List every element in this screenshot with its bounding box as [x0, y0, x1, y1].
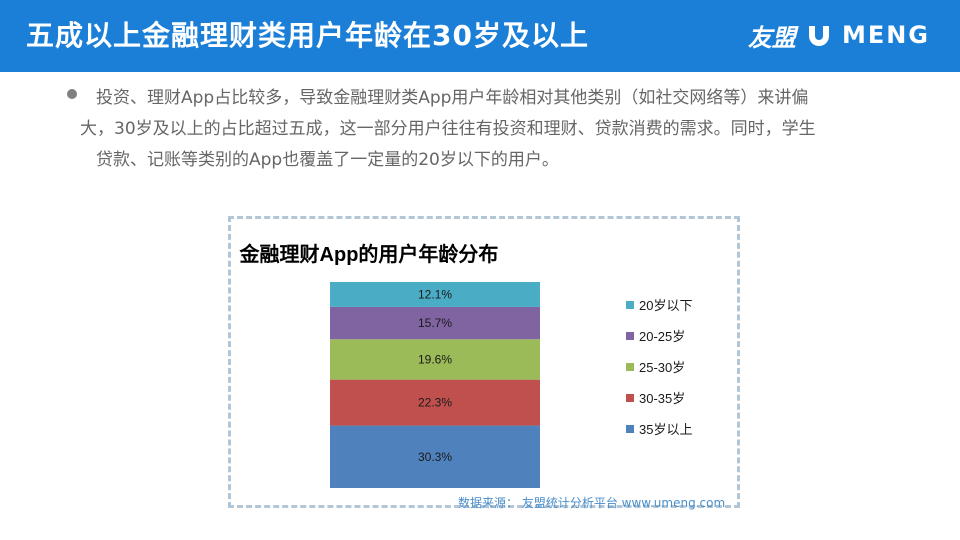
legend-label: 30-35岁 [639, 391, 685, 406]
paragraph-line: 大，30岁及以上的占比超过五成，这一部分用户往往有投资和理财、贷款消费的需求。同… [80, 119, 816, 139]
legend-swatch [626, 425, 634, 433]
bar-data-label: 12.1% [418, 287, 452, 301]
legend-label: 20-25岁 [639, 329, 685, 344]
legend-swatch [626, 301, 634, 309]
legend-label: 35岁以上 [639, 422, 692, 437]
bar-data-label: 22.3% [418, 396, 452, 410]
data-source-note: 数据来源： 友盟统计分析平台 www.umeng.com [458, 496, 726, 510]
page-title: 五成以上金融理财类用户年龄在30岁及以上 [26, 19, 589, 52]
umeng-logo: 友盟 MENG [748, 18, 930, 52]
chart-frame: 金融理财App的用户年龄分布 30.3% 22.3% 19.6% 15.7% 12.1%… [228, 216, 740, 508]
legend-swatch [626, 363, 634, 371]
bullet-point [67, 89, 77, 99]
legend-label: 20岁以下 [639, 298, 692, 313]
stacked-bar-chart: 金融理财App的用户年龄分布 30.3% 22.3% 19.6% 15.7% 12.1%… [239, 242, 692, 488]
bar-data-label: 15.7% [418, 316, 452, 330]
logo-chinese-text: 友盟 [747, 23, 796, 52]
bar-data-label: 19.6% [418, 352, 452, 366]
bar-segment-2 [330, 339, 540, 380]
umeng-u-logo-icon [808, 26, 829, 46]
header-bar: 五成以上金融理财类用户年龄在30岁及以上 友盟 MENG [0, 0, 960, 72]
legend-swatch [626, 394, 634, 402]
paragraph-line: 投资、理财App占比较多，导致金融理财类App用户年龄相对其他类别（如社交网络等… [96, 88, 809, 108]
bar-segment-3 [330, 306, 540, 340]
bar-data-label: 30.3% [418, 450, 452, 464]
legend-label: 25-30岁 [639, 360, 685, 375]
chart-title: 金融理财App的用户年龄分布 [239, 242, 499, 266]
bar-segment-1 [330, 379, 540, 426]
description-paragraph: 投资、理财App占比较多，导致金融理财类App用户年龄相对其他类别（如社交网络等… [80, 83, 916, 176]
bar-segment-4 [330, 282, 540, 307]
logo-english-text: MENG [841, 21, 930, 49]
paragraph-line: 贷款、记账等类别的App也覆盖了一定量的20岁以下的用户。 [96, 150, 559, 170]
bar-segment-0 [330, 425, 540, 488]
legend-swatch [626, 332, 634, 340]
